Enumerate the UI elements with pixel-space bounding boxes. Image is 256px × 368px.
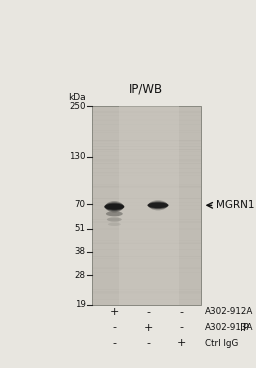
Text: -: -: [180, 322, 184, 333]
Text: kDa: kDa: [68, 93, 86, 102]
Ellipse shape: [105, 201, 123, 212]
Ellipse shape: [147, 202, 168, 208]
Bar: [92, 302, 201, 304]
Bar: [92, 146, 201, 147]
Bar: [92, 186, 201, 187]
Bar: [92, 146, 201, 147]
Text: IP/WB: IP/WB: [129, 82, 163, 95]
Bar: [92, 240, 201, 241]
Text: -: -: [112, 338, 116, 348]
Text: +: +: [177, 338, 186, 348]
Bar: [92, 184, 201, 185]
Bar: [92, 219, 201, 220]
Text: 19: 19: [75, 300, 86, 309]
Bar: [92, 168, 201, 169]
Bar: [92, 172, 201, 173]
Bar: [92, 119, 201, 120]
Text: 28: 28: [74, 270, 86, 280]
Text: +: +: [110, 307, 119, 317]
Bar: [92, 221, 201, 222]
Text: +: +: [143, 322, 153, 333]
Text: -: -: [146, 307, 150, 317]
Bar: [92, 205, 201, 206]
Bar: [92, 143, 201, 144]
Bar: [92, 140, 201, 141]
Bar: [92, 263, 201, 264]
Text: -: -: [180, 307, 184, 317]
Bar: [92, 111, 201, 112]
Bar: [92, 260, 201, 261]
Bar: [92, 132, 201, 133]
Bar: [92, 185, 201, 187]
Bar: [92, 267, 201, 268]
Text: 250: 250: [69, 102, 86, 111]
Ellipse shape: [107, 217, 122, 222]
Bar: [92, 222, 201, 223]
Bar: [119, 106, 179, 305]
Text: Ctrl IgG: Ctrl IgG: [205, 339, 238, 348]
Bar: [92, 243, 201, 244]
Bar: [92, 299, 201, 300]
Bar: [92, 219, 201, 220]
Text: 70: 70: [74, 200, 86, 209]
Text: 38: 38: [74, 247, 86, 256]
Bar: [92, 249, 201, 251]
Bar: [92, 268, 201, 269]
Bar: [92, 163, 201, 164]
Bar: [92, 149, 201, 151]
Bar: [92, 173, 201, 174]
Bar: [92, 272, 201, 273]
Bar: [92, 291, 201, 293]
Bar: [92, 120, 201, 121]
Text: IP: IP: [240, 322, 249, 333]
Text: -: -: [146, 338, 150, 348]
Bar: [92, 256, 201, 257]
Ellipse shape: [104, 202, 124, 211]
Bar: [92, 161, 201, 162]
Bar: [92, 140, 201, 141]
Bar: [92, 130, 201, 131]
Bar: [92, 186, 201, 188]
Bar: [92, 155, 201, 156]
Ellipse shape: [104, 204, 124, 210]
Bar: [92, 293, 201, 294]
Bar: [92, 175, 201, 176]
Text: 130: 130: [69, 152, 86, 161]
Bar: [92, 160, 201, 161]
Ellipse shape: [148, 200, 167, 210]
Bar: [92, 106, 201, 305]
Bar: [92, 222, 201, 223]
Bar: [92, 258, 201, 259]
Bar: [92, 229, 201, 230]
Bar: [92, 208, 201, 209]
Text: -: -: [112, 322, 116, 333]
Bar: [92, 256, 201, 257]
Bar: [92, 243, 201, 244]
Bar: [92, 202, 201, 203]
Bar: [92, 140, 201, 141]
Text: 51: 51: [74, 224, 86, 233]
Bar: [92, 209, 201, 210]
Ellipse shape: [106, 211, 123, 216]
Ellipse shape: [108, 223, 121, 226]
Bar: [92, 198, 201, 199]
Bar: [92, 141, 201, 142]
Bar: [92, 289, 201, 290]
Text: A302-912A: A302-912A: [205, 307, 253, 316]
Text: MGRN1: MGRN1: [216, 200, 254, 210]
Bar: [92, 159, 201, 160]
Bar: [92, 163, 201, 164]
Text: A302-913A: A302-913A: [205, 323, 253, 332]
Bar: [92, 198, 201, 199]
Ellipse shape: [147, 201, 168, 209]
Bar: [92, 112, 201, 113]
